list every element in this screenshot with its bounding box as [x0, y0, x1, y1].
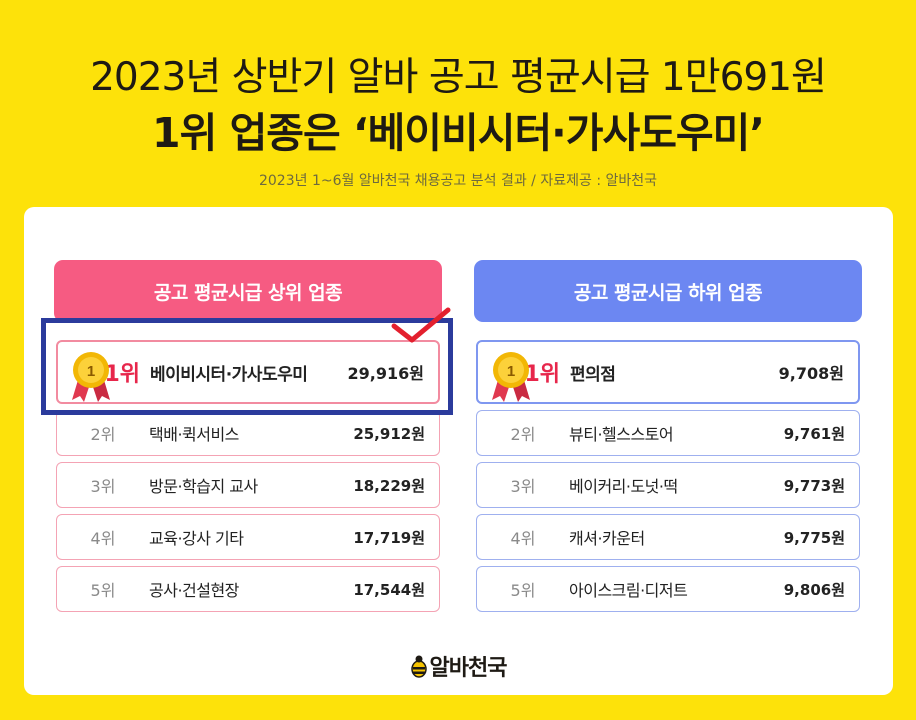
industry-name: 캐셔·카운터	[569, 529, 645, 548]
top-ranking-header: 공고 평균시급 상위 업종	[54, 260, 442, 322]
checkmark-icon	[391, 307, 451, 343]
ranking-row: 1 1위 편의점 9,708원	[476, 340, 860, 404]
rank-label: 3위	[510, 477, 536, 496]
rank-label: 1위	[104, 362, 140, 387]
industry-name: 아이스크림·디저트	[569, 581, 688, 600]
average-wage: 9,773원	[783, 476, 845, 495]
rank-label: 5위	[90, 581, 116, 600]
rank-label: 4위	[90, 529, 116, 548]
ranking-row: 3위 방문·학습지 교사 18,229원	[56, 462, 440, 508]
rank-label: 2위	[510, 425, 536, 444]
ranking-row: 2위 택배·퀵서비스 25,912원	[56, 410, 440, 456]
rank-label: 3위	[90, 477, 116, 496]
medal-number: 1	[87, 363, 95, 380]
average-wage: 18,229원	[353, 476, 425, 495]
ranking-row: 3위 베이커리·도넛·떡 9,773원	[476, 462, 860, 508]
gold-medal-icon: 1	[492, 352, 530, 402]
industry-name: 뷰티·헬스스토어	[569, 425, 674, 444]
rank-label: 4위	[510, 529, 536, 548]
average-wage: 9,806원	[783, 580, 845, 599]
industry-name: 교육·강사 기타	[149, 529, 244, 548]
ranking-row: 1 1위 베이비시터·가사도우미 29,916원	[56, 340, 440, 404]
medal-number: 1	[507, 363, 515, 380]
brand-name: 알바천국	[429, 656, 508, 681]
average-wage: 25,912원	[353, 424, 425, 443]
highlight-annotation-box	[41, 318, 453, 415]
bottom-wage-ranking: 공고 평균시급 하위 업종 1 1위 편의점 9,708원 2위 뷰티·헬스스토…	[474, 260, 862, 618]
title-line-2: 1위 업종은 ‘베이비시터·가사도우미’	[152, 109, 765, 157]
top-wage-ranking: 공고 평균시급 상위 업종 1 1위 베이비시터·가사도우미 29,916원 2…	[54, 260, 442, 618]
rank-label: 2위	[90, 425, 116, 444]
ranking-row: 4위 캐셔·카운터 9,775원	[476, 514, 860, 560]
average-wage: 9,775원	[783, 528, 845, 547]
ranking-row: 4위 교육·강사 기타 17,719원	[56, 514, 440, 560]
source-caption: 2023년 1~6월 알바천국 채용공고 분석 결과 / 자료제공 : 알바천국	[258, 173, 658, 189]
industry-name: 베이비시터·가사도우미	[150, 364, 308, 385]
gold-medal-icon: 1	[72, 352, 110, 402]
industry-name: 편의점	[570, 364, 616, 385]
bottom-ranking-header: 공고 평균시급 하위 업종	[474, 260, 862, 322]
average-wage: 17,544원	[353, 580, 425, 599]
rank-label: 5위	[510, 581, 536, 600]
bee-logo-icon	[410, 655, 427, 678]
average-wage: 17,719원	[353, 528, 425, 547]
industry-name: 공사·건설현장	[149, 581, 239, 600]
ranking-row: 5위 아이스크림·디저트 9,806원	[476, 566, 860, 612]
ranking-row: 5위 공사·건설현장 17,544원	[56, 566, 440, 612]
industry-name: 베이커리·도넛·떡	[569, 477, 678, 496]
average-wage: 9,708원	[778, 364, 844, 383]
industry-name: 방문·학습지 교사	[149, 477, 258, 496]
industry-name: 택배·퀵서비스	[149, 425, 239, 444]
rank-label: 1위	[524, 362, 560, 387]
title-line-1: 2023년 상반기 알바 공고 평균시급 1만691원	[90, 55, 827, 100]
average-wage: 29,916원	[347, 364, 424, 383]
brand-footer: 알바천국	[0, 650, 916, 682]
ranking-row: 2위 뷰티·헬스스토어 9,761원	[476, 410, 860, 456]
average-wage: 9,761원	[783, 424, 845, 443]
